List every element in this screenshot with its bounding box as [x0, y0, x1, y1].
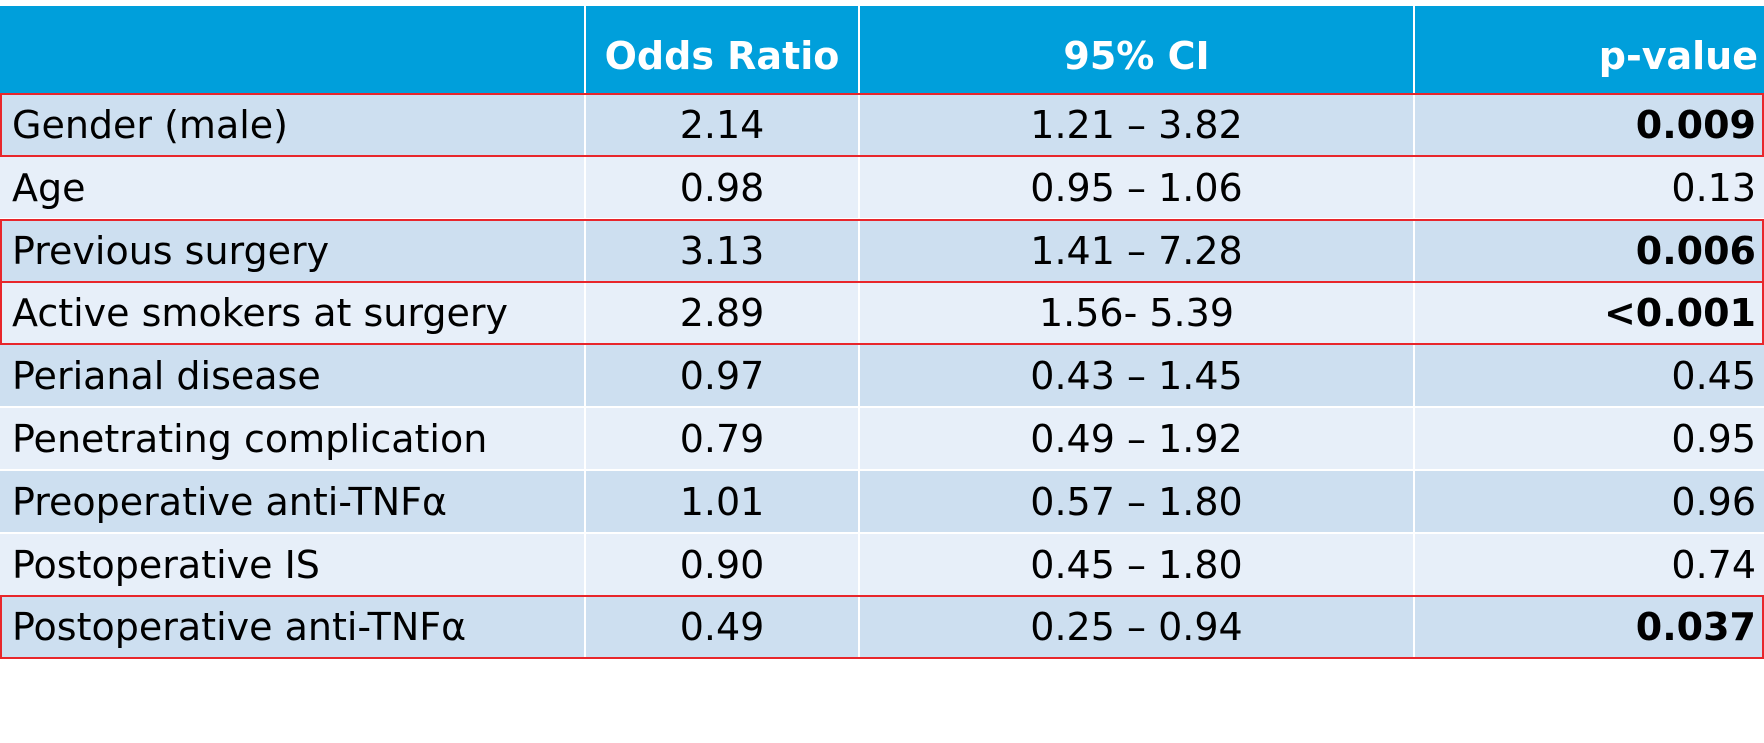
row-odds-ratio: 0.79	[586, 408, 858, 469]
row-variable: Penetrating complication	[0, 408, 584, 469]
row-ci: 0.49 – 1.92	[860, 408, 1413, 469]
row-odds-ratio: 0.98	[586, 157, 858, 218]
row-variable: Postoperative anti-TNFα	[0, 596, 584, 657]
row-variable: Gender (male)	[0, 94, 584, 155]
row-variable: Active smokers at surgery	[0, 282, 584, 343]
row-p-value: 0.45	[1415, 345, 1764, 406]
row-p-value: 0.96	[1415, 471, 1764, 532]
row-p-value: 0.74	[1415, 534, 1764, 595]
row-p-value: 0.95	[1415, 408, 1764, 469]
row-ci: 1.21 – 3.82	[860, 94, 1413, 155]
header-ci: 95% CI	[860, 6, 1413, 105]
row-ci: 0.95 – 1.06	[860, 157, 1413, 218]
row-ci: 1.56- 5.39	[860, 282, 1413, 343]
header-variable	[0, 6, 584, 105]
row-ci: 0.25 – 0.94	[860, 596, 1413, 657]
row-odds-ratio: 2.89	[586, 282, 858, 343]
row-variable: Previous surgery	[0, 220, 584, 281]
row-ci: 0.57 – 1.80	[860, 471, 1413, 532]
row-variable: Age	[0, 157, 584, 218]
row-ci: 0.43 – 1.45	[860, 345, 1413, 406]
header-odds-ratio: Odds Ratio	[586, 6, 858, 105]
row-variable: Perianal disease	[0, 345, 584, 406]
row-p-value: <0.001	[1415, 282, 1764, 343]
row-variable: Preoperative anti-TNFα	[0, 471, 584, 532]
row-odds-ratio: 3.13	[586, 220, 858, 281]
row-p-value: 0.009	[1415, 94, 1764, 155]
row-ci: 1.41 – 7.28	[860, 220, 1413, 281]
row-ci: 0.45 – 1.80	[860, 534, 1413, 595]
row-odds-ratio: 2.14	[586, 94, 858, 155]
header-p-value: p-value	[1415, 6, 1764, 105]
row-p-value: 0.006	[1415, 220, 1764, 281]
row-p-value: 0.037	[1415, 596, 1764, 657]
row-odds-ratio: 0.49	[586, 596, 858, 657]
row-odds-ratio: 0.97	[586, 345, 858, 406]
row-odds-ratio: 1.01	[586, 471, 858, 532]
row-p-value: 0.13	[1415, 157, 1764, 218]
row-variable: Postoperative IS	[0, 534, 584, 595]
row-odds-ratio: 0.90	[586, 534, 858, 595]
